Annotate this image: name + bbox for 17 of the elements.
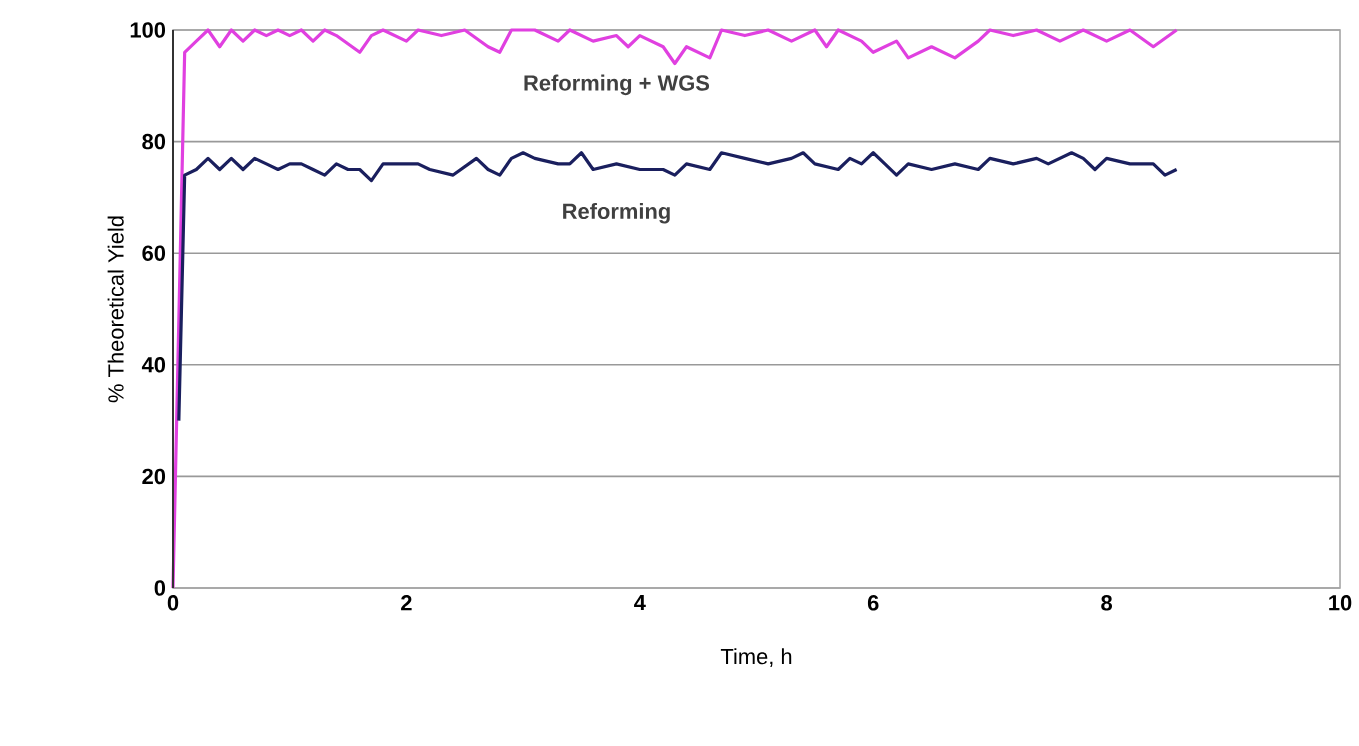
y-tick-label: 100 — [130, 22, 166, 38]
y-tick-label: 40 — [141, 357, 166, 373]
x-axis-title: Time, h — [720, 648, 792, 667]
series-label: Reforming + WGS — [524, 74, 710, 96]
series-label: Reforming — [563, 202, 670, 224]
x-tick-label: 8 — [1101, 595, 1113, 611]
y-axis-title: % Theoretical Yield — [107, 216, 124, 403]
y-tick-label: 20 — [142, 468, 166, 485]
x-tick-label: 6 — [867, 595, 879, 611]
y-tick-label: 80 — [142, 133, 166, 150]
x-tick-label: 10 — [1329, 595, 1352, 611]
x-tick-label: 4 — [634, 595, 646, 611]
line-series — [171, 28, 1179, 590]
y-tick-label: 0 — [154, 580, 166, 596]
x-tick-label: 2 — [401, 595, 412, 611]
y-tick-label: 60 — [142, 245, 166, 261]
x-tick-label: 0 — [167, 595, 179, 611]
